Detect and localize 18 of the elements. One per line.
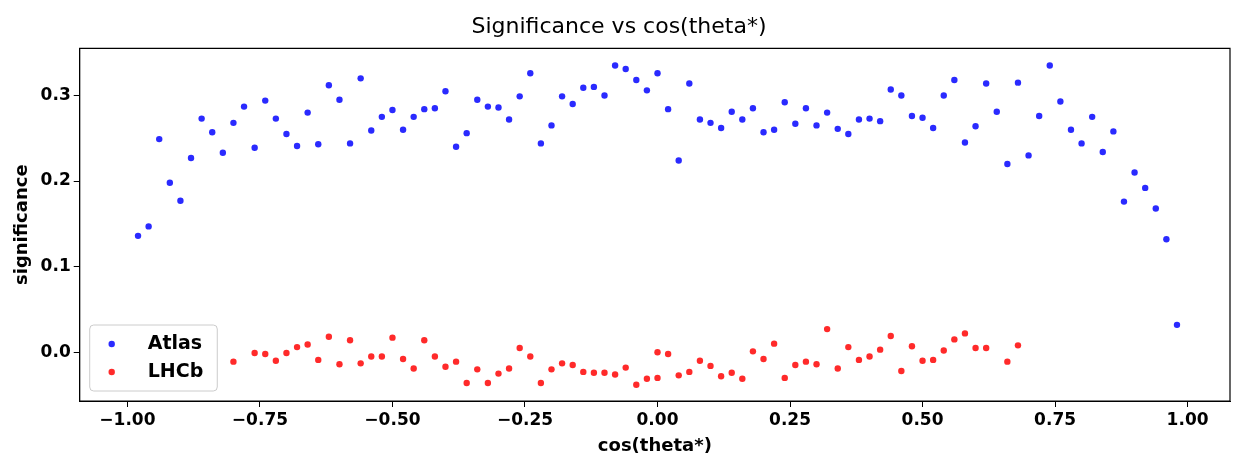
x-tick-label: 0.50 (901, 408, 944, 429)
x-tick-label: 0.25 (769, 408, 812, 429)
x-tick-label: 0.00 (636, 408, 679, 429)
y-tick-label: 0.0 (40, 340, 71, 361)
chart-title: Significance vs cos(theta*) (471, 12, 767, 38)
x-tick-label: 1.00 (1166, 408, 1209, 429)
y-tick-label: 0.2 (40, 169, 71, 190)
x-tick-label: −0.25 (496, 408, 554, 429)
legend-label: Atlas (147, 330, 203, 353)
x-tick-label: −1.00 (99, 408, 156, 429)
y-axis-title: significance (10, 164, 32, 285)
y-tick-label: 0.1 (40, 255, 71, 276)
y-tick-label: 0.3 (40, 83, 71, 104)
x-axis-title: cos(theta*) (597, 433, 712, 455)
x-tick-label: −0.50 (364, 408, 421, 429)
legend-label: LHCb (147, 358, 204, 381)
x-tick-label: 0.75 (1034, 408, 1077, 429)
x-tick-label: −0.75 (231, 408, 289, 429)
